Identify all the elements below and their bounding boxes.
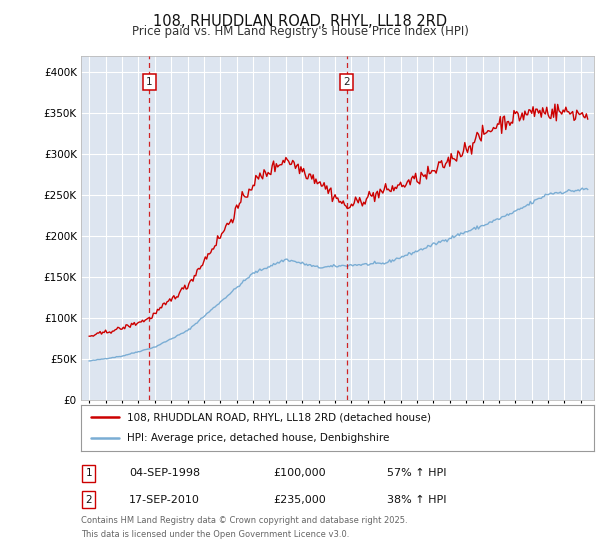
Text: 04-SEP-1998: 04-SEP-1998: [129, 468, 200, 478]
Text: 57% ↑ HPI: 57% ↑ HPI: [387, 468, 446, 478]
Text: 2: 2: [343, 77, 350, 87]
Text: 108, RHUDDLAN ROAD, RHYL, LL18 2RD: 108, RHUDDLAN ROAD, RHYL, LL18 2RD: [153, 14, 447, 29]
Text: 1: 1: [85, 468, 92, 478]
Text: 108, RHUDDLAN ROAD, RHYL, LL18 2RD (detached house): 108, RHUDDLAN ROAD, RHYL, LL18 2RD (deta…: [127, 412, 431, 422]
Text: HPI: Average price, detached house, Denbighshire: HPI: Average price, detached house, Denb…: [127, 433, 389, 444]
Text: £100,000: £100,000: [273, 468, 326, 478]
Text: 17-SEP-2010: 17-SEP-2010: [129, 494, 200, 505]
Text: 38% ↑ HPI: 38% ↑ HPI: [387, 494, 446, 505]
Text: 2: 2: [85, 494, 92, 505]
Text: Price paid vs. HM Land Registry's House Price Index (HPI): Price paid vs. HM Land Registry's House …: [131, 25, 469, 39]
Text: 1: 1: [146, 77, 152, 87]
Text: £235,000: £235,000: [273, 494, 326, 505]
Text: Contains HM Land Registry data © Crown copyright and database right 2025.: Contains HM Land Registry data © Crown c…: [81, 516, 407, 525]
Text: This data is licensed under the Open Government Licence v3.0.: This data is licensed under the Open Gov…: [81, 530, 349, 539]
